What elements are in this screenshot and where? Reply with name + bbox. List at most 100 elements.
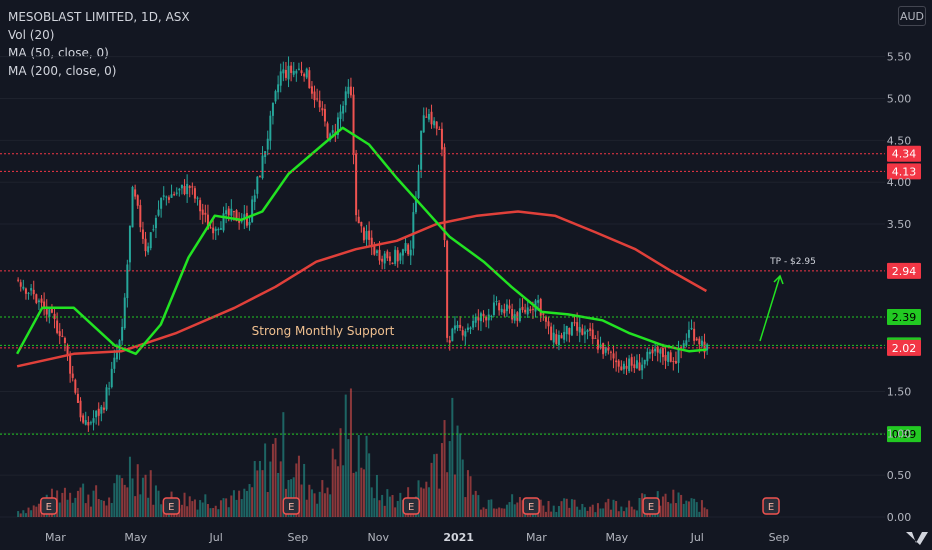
volume-bar [422, 488, 425, 517]
indicator-volume[interactable]: Vol (20) [8, 28, 55, 42]
candle-body [370, 237, 373, 246]
volume-bar [381, 494, 384, 517]
candle-body [160, 197, 163, 209]
candle-body [409, 249, 412, 256]
currency-button[interactable]: AUD [898, 6, 926, 26]
candle-body [183, 186, 186, 195]
volume-bar [217, 509, 220, 517]
candle-body [685, 340, 688, 346]
candle-body [79, 400, 82, 418]
volume-bar [261, 470, 264, 517]
candle-body [524, 309, 527, 313]
volume-bar [511, 494, 514, 517]
y-tick-label: 4.50 [887, 134, 912, 147]
volume-bar [661, 496, 664, 517]
candle-body [456, 324, 459, 328]
candle-body [438, 128, 441, 130]
volume-bar [266, 492, 269, 517]
volume-bar [58, 502, 61, 517]
candle-body [687, 329, 690, 338]
volume-bar [570, 499, 573, 517]
candle-body [175, 192, 178, 194]
candle-body [560, 335, 563, 339]
candle-body [440, 128, 443, 150]
candle-body [149, 232, 152, 249]
volume-bar [448, 441, 451, 517]
volume-bar [326, 487, 329, 517]
candle-body [53, 313, 56, 320]
candle-body [461, 330, 464, 336]
volume-bar [394, 507, 397, 517]
volume-bar [321, 480, 324, 517]
candle-body [141, 229, 144, 239]
candle-body [284, 69, 287, 78]
volume-bar [61, 492, 64, 517]
volume-bar [677, 492, 680, 517]
volume-bar [230, 495, 233, 517]
candle-body [399, 253, 402, 261]
candle-body [66, 345, 69, 355]
volume-bar [243, 488, 246, 517]
candle-body [100, 406, 103, 414]
candle-body [651, 349, 654, 354]
volume-bar [147, 497, 150, 517]
volume-bar [269, 461, 272, 517]
target-arrowhead [773, 274, 784, 285]
earnings-label: E [648, 502, 654, 513]
candle-body [674, 360, 677, 364]
volume-bar [674, 503, 677, 517]
candle-body [539, 299, 542, 316]
candle-body [607, 347, 610, 351]
candle-body [394, 249, 397, 264]
candle-body [518, 308, 521, 322]
volume-bar [591, 504, 594, 517]
candle-body [383, 253, 386, 264]
volume-bar [225, 498, 228, 517]
candle-body [339, 111, 342, 119]
candle-body [344, 91, 347, 106]
candle-body [128, 225, 131, 263]
earnings-marker[interactable] [522, 497, 540, 515]
volume-bar [680, 494, 683, 517]
earnings-marker[interactable] [162, 497, 181, 515]
volume-bar [339, 428, 342, 517]
earnings-marker[interactable] [40, 497, 58, 515]
earnings-marker[interactable] [402, 497, 420, 515]
candle-body [256, 176, 259, 194]
earnings-label: E [528, 502, 534, 513]
candle-body [222, 213, 225, 231]
volume-bar [427, 487, 430, 517]
candle-body [615, 360, 618, 363]
indicator-ma200[interactable]: MA (200, close, 0) [8, 64, 117, 78]
volume-bar [362, 469, 365, 517]
candle-body [495, 300, 498, 302]
volume-bar [451, 397, 454, 517]
volume-bar [685, 500, 688, 517]
symbol-title[interactable]: MESOBLAST LIMITED, 1D, ASX [8, 10, 190, 24]
candle-body [690, 327, 693, 330]
volume-bar [625, 507, 628, 517]
earnings-marker[interactable] [642, 497, 660, 515]
volume-bar [492, 508, 495, 517]
volume-bar [69, 492, 72, 517]
candle-body [555, 334, 558, 344]
volume-bar [578, 509, 581, 517]
volume-bar [258, 460, 261, 517]
x-tick-label: Jul [690, 531, 704, 544]
volume-bar [466, 470, 469, 517]
candle-body [573, 322, 576, 324]
x-tick-label: 2021 [443, 531, 474, 544]
volume-bar [482, 507, 485, 517]
volume-bar [544, 511, 547, 517]
volume-bar [17, 511, 20, 517]
earnings-marker[interactable] [762, 497, 780, 515]
volume-bar [149, 470, 152, 517]
candle-body [417, 171, 420, 198]
volume-bar [586, 510, 589, 517]
candle-body [648, 351, 651, 355]
earnings-marker[interactable] [282, 497, 301, 515]
candle-body [342, 105, 345, 114]
candle-body [76, 393, 79, 403]
volume-bar [27, 507, 30, 517]
